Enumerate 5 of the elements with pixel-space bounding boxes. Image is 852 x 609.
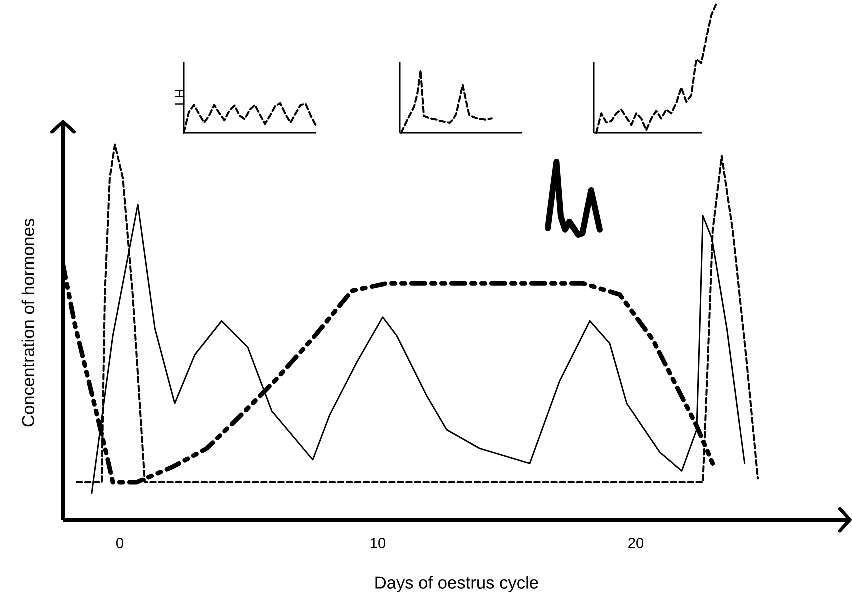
y-axis-title: Concentration of hormones	[22, 219, 35, 427]
x-tick-label: 0	[116, 538, 124, 548]
x-axis-title: Days of oestrus cycle	[376, 576, 538, 592]
x-tick-label: 20	[628, 538, 644, 548]
x-tick-label: 10	[370, 538, 386, 548]
